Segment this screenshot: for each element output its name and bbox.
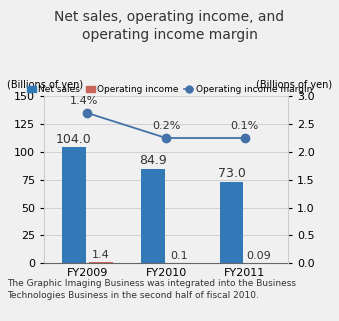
- Text: 1.4: 1.4: [92, 250, 109, 260]
- Bar: [89, 262, 113, 263]
- Text: The Graphic Imaging Business was integrated into the Business
Technologies Busin: The Graphic Imaging Business was integra…: [7, 279, 296, 300]
- Text: 84.9: 84.9: [139, 154, 166, 167]
- Bar: [62, 147, 86, 263]
- Text: 1.4%: 1.4%: [70, 96, 98, 106]
- Text: 73.0: 73.0: [218, 167, 245, 180]
- Text: 0.09: 0.09: [246, 251, 271, 261]
- Text: Net sales, operating income, and
operating income margin: Net sales, operating income, and operati…: [55, 10, 284, 42]
- Bar: [141, 169, 164, 263]
- Text: 104.0: 104.0: [56, 133, 92, 146]
- Text: 0.1%: 0.1%: [231, 121, 259, 131]
- Text: 0.1: 0.1: [171, 251, 188, 261]
- Legend: Net sales, Operating income, Operating income margin: Net sales, Operating income, Operating i…: [23, 82, 316, 98]
- Bar: [220, 182, 243, 263]
- Text: (Billions of yen): (Billions of yen): [7, 80, 83, 90]
- Text: (Billions of yen): (Billions of yen): [256, 80, 332, 90]
- Text: 0.2%: 0.2%: [152, 121, 180, 131]
